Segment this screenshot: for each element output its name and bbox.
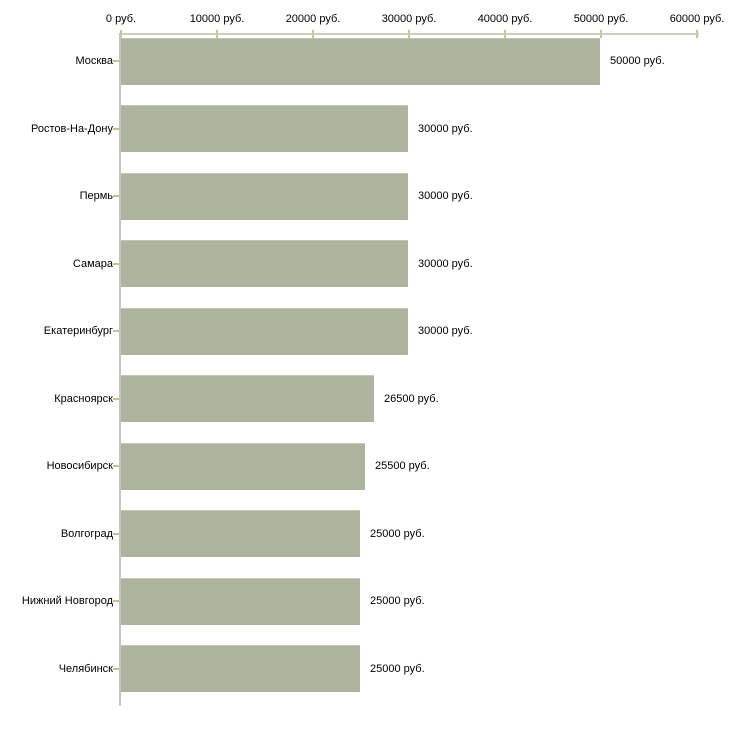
category-label: Красноярск (54, 393, 113, 405)
x-axis-tick-label: 60000 руб. (669, 13, 725, 25)
category-label: Новосибирск (46, 460, 113, 472)
category-label: Пермь (79, 190, 113, 202)
x-axis-tick-label: 40000 руб. (477, 13, 533, 25)
y-axis-line (119, 33, 121, 706)
category-label: Москва (75, 55, 113, 67)
bar (121, 375, 374, 422)
bar (121, 578, 360, 625)
category-tick (113, 128, 119, 130)
bar (121, 510, 360, 557)
value-label: 25500 руб. (375, 460, 430, 472)
value-label: 25000 руб. (370, 528, 425, 540)
bar (121, 173, 408, 220)
category-tick (113, 263, 119, 265)
value-label: 30000 руб. (418, 190, 473, 202)
bar (121, 645, 360, 692)
x-axis-line (119, 33, 699, 35)
value-label: 30000 руб. (418, 123, 473, 135)
category-label: Екатеринбург (43, 325, 113, 337)
x-axis-tick-label: 0 руб. (105, 13, 137, 25)
category-tick (113, 330, 119, 332)
value-label: 25000 руб. (370, 663, 425, 675)
category-tick (113, 600, 119, 602)
category-tick (113, 465, 119, 467)
category-label: Волгоград (60, 528, 113, 540)
value-label: 25000 руб. (370, 595, 425, 607)
category-label: Ростов-На-Дону (30, 123, 113, 135)
category-tick (113, 398, 119, 400)
category-label: Нижний Новгород (21, 595, 113, 607)
value-label: 30000 руб. (418, 258, 473, 270)
value-label: 30000 руб. (418, 325, 473, 337)
category-tick (113, 195, 119, 197)
bar (121, 38, 600, 85)
bar (121, 443, 365, 490)
x-axis-tick-label: 30000 руб. (381, 13, 437, 25)
bar (121, 308, 408, 355)
bar (121, 240, 408, 287)
category-tick (113, 668, 119, 670)
value-label: 50000 руб. (610, 55, 665, 67)
category-tick (113, 533, 119, 535)
x-axis-tick-label: 10000 руб. (189, 13, 245, 25)
x-axis-tick-label: 20000 руб. (285, 13, 341, 25)
x-axis-tick-label: 50000 руб. (573, 13, 629, 25)
category-label: Самара (72, 258, 113, 270)
value-label: 26500 руб. (384, 393, 439, 405)
category-tick (113, 60, 119, 62)
bar (121, 105, 408, 152)
category-label: Челябинск (58, 663, 113, 675)
